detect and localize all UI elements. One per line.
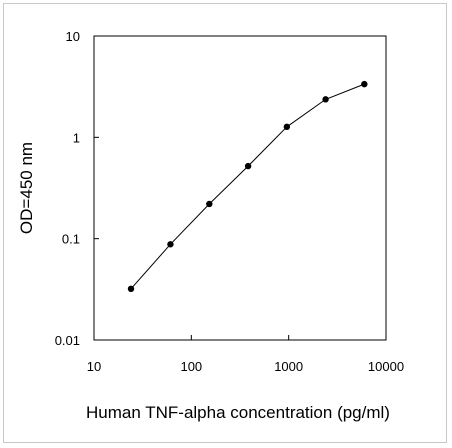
x-axis-tick-labels: 10 100 1000 10000 [87,359,404,374]
plot-area-border [93,35,387,341]
series-line [130,83,365,290]
y-axis-ticks [94,35,99,341]
y-axis-title: OD=450 nm [17,142,36,234]
x-tick-label: 1000 [274,359,303,374]
x-tick-label: 10 [87,359,101,374]
data-point [244,162,252,170]
data-point [167,241,174,248]
chart-frame [3,3,447,443]
data-point [322,96,329,103]
x-tick-label: 100 [180,359,202,374]
data-point [206,200,213,208]
data-point [283,123,291,131]
data-points [127,80,368,293]
x-tick-label: 10000 [368,359,404,374]
y-tick-label: 1 [73,130,80,145]
y-axis-tick-labels: 0.01 0.1 1 10 [55,29,80,348]
x-axis-title: Human TNF-alpha concentration (pg/ml) [86,403,390,422]
data-point [127,285,135,293]
x-axis-ticks [93,335,387,340]
y-tick-label: 0.1 [62,232,80,247]
data-point [361,80,368,88]
y-tick-label: 10 [66,29,80,44]
y-tick-label: 0.01 [55,333,80,348]
